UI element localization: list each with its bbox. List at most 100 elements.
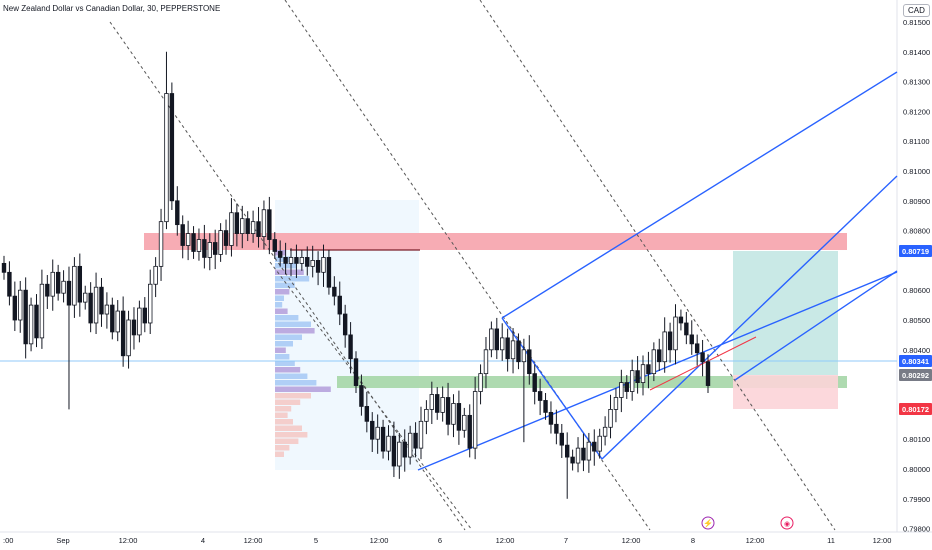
price-label-entry (899, 369, 932, 381)
channel-middle[interactable] (601, 175, 898, 460)
price-tick-label: 0.80000 (903, 465, 930, 474)
lightning-event-icon[interactable]: ⚡ (701, 516, 715, 530)
candle-body (472, 391, 478, 449)
candle-body (483, 349, 489, 375)
candle-body (527, 349, 532, 375)
supply-zone[interactable] (144, 233, 847, 250)
price-label-text: 0.80172 (902, 405, 929, 414)
candle-body (435, 394, 440, 413)
channel-down-leg[interactable] (501, 317, 603, 460)
candle-body (646, 364, 651, 375)
time-tick-label: 7 (564, 536, 568, 545)
candle-body (608, 408, 613, 428)
candle-body (565, 444, 570, 458)
candle-body (148, 283, 153, 324)
candle-body (234, 212, 240, 234)
candle-body (315, 259, 321, 273)
volume-profile-bar (275, 328, 315, 334)
candle-body (613, 397, 619, 410)
candle-body (500, 337, 505, 351)
candle-body (77, 265, 83, 303)
candle-body (158, 221, 164, 267)
candle-body (543, 400, 548, 413)
price-label-text: 0.80719 (902, 247, 929, 256)
candle-body (370, 420, 375, 440)
channel-upper[interactable] (501, 71, 898, 319)
candle-body (169, 93, 175, 202)
blue-channels[interactable] (417, 71, 898, 471)
volume-profile-bar (275, 256, 292, 262)
candle-body (575, 447, 581, 464)
candle-body (83, 292, 88, 303)
price-tick-label: 0.81200 (903, 107, 930, 116)
candle-body (462, 414, 467, 431)
candle-body (1, 262, 7, 273)
candle-body (407, 432, 413, 458)
flag-event-icon[interactable]: ◉ (780, 516, 794, 530)
currency-label[interactable]: CAD (903, 4, 930, 17)
volume-profile-bar (275, 354, 290, 360)
candle-body (245, 218, 250, 234)
volume-profile-bar (275, 341, 293, 347)
price-tick-label: 0.81500 (903, 18, 930, 27)
channel-lower[interactable] (734, 270, 898, 381)
dashed-trendline-4[interactable] (269, 261, 473, 531)
price-tick-label: 0.81400 (903, 48, 930, 57)
volume-profile-bar (275, 380, 317, 386)
volume-profile-bar (275, 367, 301, 373)
candle-body (28, 304, 34, 345)
candle-body (137, 307, 142, 336)
candle-body (597, 435, 602, 452)
candle-body (261, 209, 267, 237)
candle-body (23, 289, 28, 345)
candle-body (39, 283, 45, 339)
time-tick-label: 12:00 (370, 536, 389, 545)
candle-body (342, 313, 348, 336)
candle-body (364, 406, 370, 422)
dashed-trendline-3[interactable] (479, 0, 836, 531)
candle-body (581, 447, 586, 461)
candle-body (348, 334, 353, 360)
time-tick-label: :00 (3, 536, 13, 545)
candle-body (34, 304, 39, 339)
time-tick-label: 12:00 (119, 536, 138, 545)
candle-body (93, 286, 99, 324)
price-tick-label: 0.81100 (903, 137, 930, 146)
candle-body (131, 319, 137, 336)
price-label-text: 0.80292 (902, 371, 929, 380)
candle-body (635, 370, 640, 383)
price-axis-ticks: 0.81500 0.81400 0.81300 0.81200 0.81100 0.810… (903, 18, 930, 534)
candle-body (619, 382, 624, 398)
candle-body (153, 265, 158, 285)
volume-profile-bar (275, 269, 304, 275)
volume-profile-bar (275, 302, 283, 308)
candle-body (391, 435, 397, 467)
demand-zone[interactable] (337, 376, 847, 388)
candle-body (505, 337, 510, 360)
position-profit-area[interactable] (733, 251, 838, 375)
candle-body (99, 286, 104, 315)
candle-body (586, 441, 592, 461)
candle-body (667, 331, 673, 351)
candle-body (202, 239, 207, 258)
volume-profile-bar (275, 289, 290, 295)
candle-body (45, 283, 50, 297)
volume-profile-bar (275, 432, 308, 438)
volume-profile-bar (275, 347, 286, 353)
candle-body (418, 420, 424, 449)
candle-body (402, 441, 407, 458)
channel-base[interactable] (417, 271, 898, 471)
candle-body (678, 316, 684, 324)
candle-body (240, 218, 245, 234)
dashed-trendlines[interactable] (109, 0, 836, 531)
candle-body (175, 200, 180, 226)
price-tick-label: 0.80500 (903, 316, 930, 325)
position-loss-area[interactable] (733, 375, 838, 409)
candle-body (267, 209, 272, 240)
candle-body (191, 233, 196, 252)
volume-profile-bar (275, 386, 331, 392)
price-labels: 0.80719 0.80341 0.80292 0.80172 (899, 245, 932, 415)
candle-body (18, 289, 23, 321)
volume-profile-bar (275, 451, 284, 457)
